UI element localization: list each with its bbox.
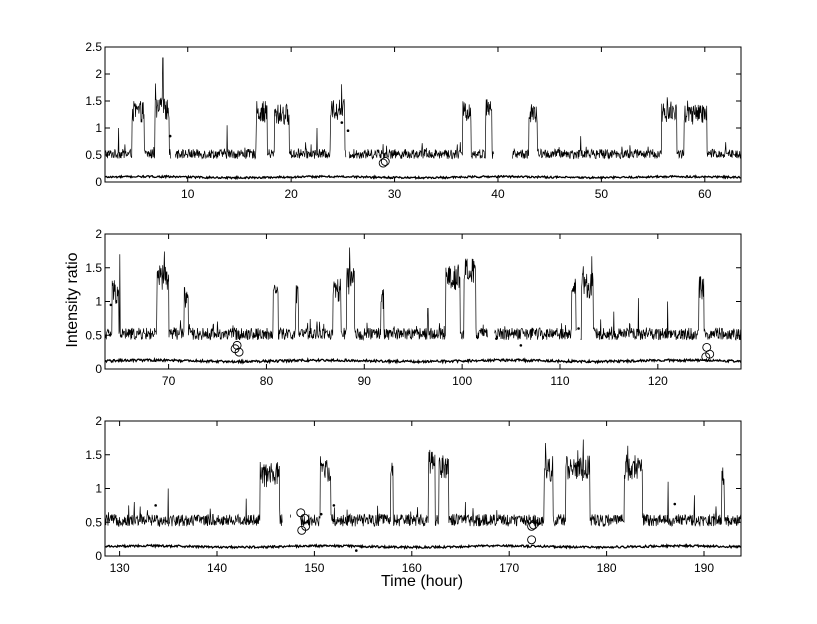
- open-circle-marker: [378, 158, 388, 168]
- chart-panel-3: 130 140 150 160 170 180 190 0 0.5 1 1.5 2: [85, 414, 742, 575]
- x-tick-label: 170: [499, 561, 519, 575]
- x-tick-label: 160: [402, 561, 422, 575]
- y-tick-label: 2: [95, 67, 102, 81]
- x-tick-label: 30: [388, 187, 402, 201]
- dot-marker: [332, 504, 336, 507]
- x-tick-label: 60: [698, 187, 712, 201]
- dot-marker: [319, 512, 323, 516]
- dot-marker: [346, 129, 350, 132]
- y-tick-label: 0.5: [85, 328, 102, 342]
- y-tick-label: 2: [95, 227, 102, 241]
- dot-marker: [176, 151, 179, 154]
- y-tick-label: 0: [95, 175, 102, 189]
- chart-panel-1: 10 20 30 40 50 60 0 0.5 1 1.5 2 2.5: [85, 40, 742, 201]
- x-tick-label: 100: [452, 374, 472, 388]
- open-circle-marker: [300, 513, 310, 523]
- dot-marker: [680, 330, 684, 334]
- x-tick-label: 190: [694, 561, 714, 575]
- x-tick-label: 80: [260, 374, 274, 388]
- intensity-trace-upper: [105, 439, 741, 528]
- x-tick-label: 40: [491, 187, 505, 201]
- y-tick-label: 0.5: [85, 148, 102, 162]
- dot-marker: [154, 504, 157, 507]
- intensity-trace-lower: [105, 174, 741, 181]
- x-tick-label: 90: [358, 374, 372, 388]
- dot-marker: [519, 344, 523, 347]
- x-tick-label: 20: [284, 187, 298, 201]
- x-tick-label: 120: [648, 374, 668, 388]
- dot-marker: [340, 121, 344, 124]
- y-tick-label: 2: [95, 414, 102, 428]
- dot-marker: [109, 303, 113, 307]
- open-circle-marker: [380, 157, 390, 166]
- dot-marker: [157, 544, 160, 548]
- x-tick-label: 70: [162, 374, 176, 388]
- dot-marker: [495, 337, 498, 340]
- dot-marker: [354, 549, 358, 552]
- y-tick-label: 1.5: [85, 94, 102, 108]
- open-circle-marker: [527, 521, 537, 531]
- x-tick-label: 10: [181, 187, 195, 201]
- dot-marker: [577, 327, 580, 330]
- open-circle-marker: [232, 340, 242, 350]
- chart-panel-2: 70 80 90 100 110 120 0 0.5 1 1.5 2: [85, 227, 742, 388]
- intensity-trace-upper: [105, 247, 741, 341]
- y-tick-label: 1.5: [85, 261, 102, 275]
- x-tick-label: 110: [550, 374, 569, 388]
- intensity-trace-lower: [105, 357, 741, 365]
- plot-frame: [104, 46, 742, 183]
- y-tick-label: 0: [95, 549, 102, 563]
- x-tick-label: 140: [207, 561, 227, 575]
- open-circle-marker: [529, 520, 538, 530]
- y-tick-label: 1: [95, 482, 102, 496]
- y-tick-label: 2.5: [85, 40, 102, 54]
- intensity-trace-upper: [105, 57, 741, 160]
- y-axis-title: Intensity ratio: [64, 252, 81, 347]
- open-circle-marker: [234, 347, 244, 357]
- y-tick-label: 1.5: [85, 448, 102, 462]
- dot-marker: [673, 502, 677, 506]
- y-tick-label: 0: [95, 362, 102, 376]
- open-circle-marker: [527, 535, 537, 545]
- x-tick-label: 130: [110, 561, 130, 575]
- x-tick-label: 150: [304, 561, 324, 575]
- open-circle-marker: [701, 352, 711, 362]
- y-tick-label: 1: [95, 295, 102, 309]
- x-tick-label: 50: [595, 187, 609, 201]
- dot-marker: [168, 134, 172, 138]
- x-axis-title: Time (hour): [381, 573, 463, 590]
- y-tick-label: 1: [95, 121, 102, 135]
- x-tick-label: 180: [597, 561, 617, 575]
- y-tick-label: 0.5: [85, 515, 102, 529]
- intensity-trace-lower: [105, 543, 741, 550]
